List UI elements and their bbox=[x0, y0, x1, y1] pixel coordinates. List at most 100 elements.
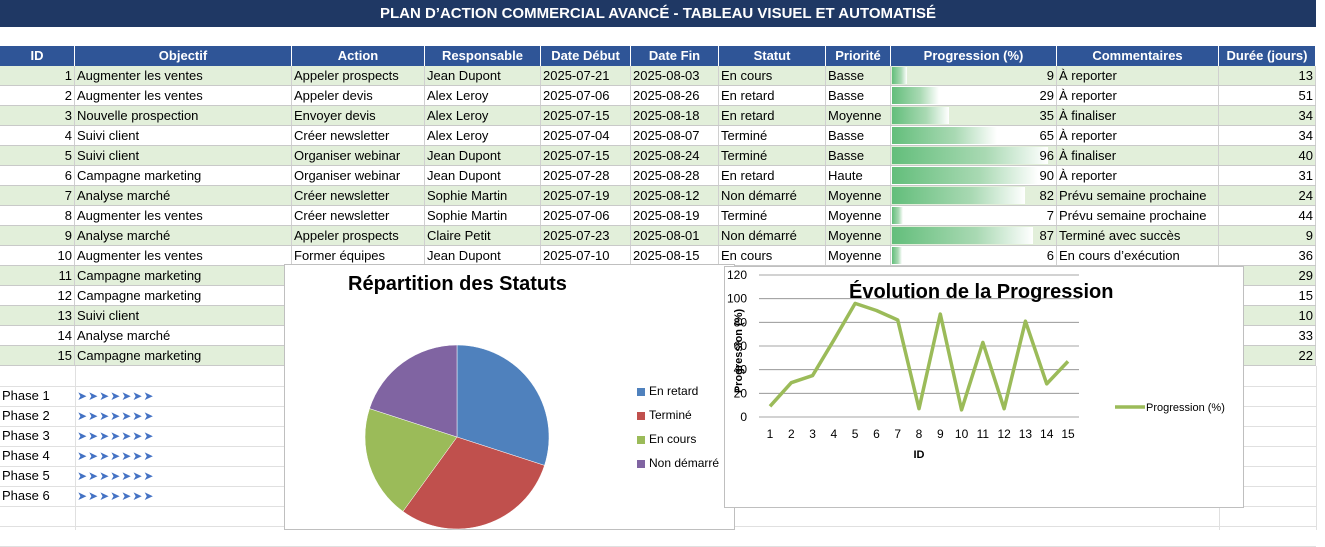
phase-row[interactable]: Phase 4 ➤➤➤➤➤➤➤ bbox=[0, 446, 290, 466]
cell-progression[interactable]: 9 bbox=[891, 66, 1057, 85]
cell-fin[interactable]: 2025-08-15 bbox=[631, 246, 719, 265]
cell-priorite[interactable]: Moyenne bbox=[826, 206, 891, 225]
table-row[interactable]: 1 Augmenter les ventes Appeler prospects Je… bbox=[0, 66, 1316, 86]
cell-commentaire[interactable]: Prévu semaine prochaine bbox=[1057, 206, 1219, 225]
cell-id[interactable]: 13 bbox=[0, 306, 75, 325]
cell-statut[interactable]: Non démarré bbox=[719, 226, 826, 245]
cell-responsable[interactable]: Alex Leroy bbox=[425, 86, 541, 105]
table-row[interactable]: 4 Suivi client Créer newsletter Alex Leroy 2… bbox=[0, 126, 1316, 146]
cell-duree[interactable]: 51 bbox=[1219, 86, 1316, 105]
cell-objectif[interactable]: Augmenter les ventes bbox=[75, 206, 292, 225]
cell-responsable[interactable]: Sophie Martin bbox=[425, 206, 541, 225]
cell-duree[interactable]: 44 bbox=[1219, 206, 1316, 225]
phase-row[interactable]: Phase 6 ➤➤➤➤➤➤➤ bbox=[0, 486, 290, 506]
cell-progression[interactable]: 65 bbox=[891, 126, 1057, 145]
cell-fin[interactable]: 2025-08-18 bbox=[631, 106, 719, 125]
column-header[interactable]: Objectif bbox=[75, 46, 292, 66]
cell-fin[interactable]: 2025-08-24 bbox=[631, 146, 719, 165]
cell-responsable[interactable]: Claire Petit bbox=[425, 226, 541, 245]
cell-action[interactable]: Organiser webinar bbox=[292, 166, 425, 185]
cell-id[interactable]: 3 bbox=[0, 106, 75, 125]
table-row[interactable]: 8 Augmenter les ventes Créer newsletter Sop… bbox=[0, 206, 1316, 226]
cell-id[interactable]: 15 bbox=[0, 346, 75, 365]
cell-objectif[interactable]: Augmenter les ventes bbox=[75, 86, 292, 105]
cell-duree[interactable]: 29 bbox=[1219, 266, 1316, 285]
cell-objectif[interactable]: Campagne marketing bbox=[75, 166, 292, 185]
cell-debut[interactable]: 2025-07-10 bbox=[541, 246, 631, 265]
cell-priorite[interactable]: Moyenne bbox=[826, 106, 891, 125]
column-header[interactable]: Responsable bbox=[425, 46, 541, 66]
cell-id[interactable]: 8 bbox=[0, 206, 75, 225]
cell-progression[interactable]: 90 bbox=[891, 166, 1057, 185]
cell-duree[interactable]: 22 bbox=[1219, 346, 1316, 365]
cell-commentaire[interactable]: À reporter bbox=[1057, 126, 1219, 145]
cell-objectif[interactable]: Suivi client bbox=[75, 146, 292, 165]
cell-priorite[interactable]: Basse bbox=[826, 146, 891, 165]
cell-id[interactable]: 12 bbox=[0, 286, 75, 305]
cell-id[interactable]: 10 bbox=[0, 246, 75, 265]
cell-debut[interactable]: 2025-07-23 bbox=[541, 226, 631, 245]
cell-objectif[interactable]: Campagne marketing bbox=[75, 286, 292, 305]
cell-objectif[interactable]: Campagne marketing bbox=[75, 266, 292, 285]
cell-priorite[interactable]: Moyenne bbox=[826, 246, 891, 265]
cell-duree[interactable]: 36 bbox=[1219, 246, 1316, 265]
column-header[interactable]: Date Début bbox=[541, 46, 631, 66]
table-row[interactable]: 6 Campagne marketing Organiser webinar Jean… bbox=[0, 166, 1316, 186]
cell-commentaire[interactable]: Terminé avec succès bbox=[1057, 226, 1219, 245]
cell-responsable[interactable]: Alex Leroy bbox=[425, 126, 541, 145]
cell-commentaire[interactable]: À reporter bbox=[1057, 86, 1219, 105]
cell-progression[interactable]: 96 bbox=[891, 146, 1057, 165]
column-header[interactable]: Commentaires bbox=[1057, 46, 1219, 66]
cell-statut[interactable]: Non démarré bbox=[719, 186, 826, 205]
cell-action[interactable]: Appeler prospects bbox=[292, 226, 425, 245]
cell-responsable[interactable]: Jean Dupont bbox=[425, 66, 541, 85]
cell-progression[interactable]: 87 bbox=[891, 226, 1057, 245]
cell-duree[interactable]: 33 bbox=[1219, 326, 1316, 345]
cell-statut[interactable]: En retard bbox=[719, 86, 826, 105]
cell-fin[interactable]: 2025-08-07 bbox=[631, 126, 719, 145]
table-row[interactable]: 5 Suivi client Organiser webinar Jean Dupon… bbox=[0, 146, 1316, 166]
cell-objectif[interactable]: Campagne marketing bbox=[75, 346, 292, 365]
cell-commentaire[interactable]: À finaliser bbox=[1057, 106, 1219, 125]
cell-action[interactable]: Appeler devis bbox=[292, 86, 425, 105]
cell-progression[interactable]: 6 bbox=[891, 246, 1057, 265]
cell-objectif[interactable]: Analyse marché bbox=[75, 326, 292, 345]
cell-id[interactable]: 6 bbox=[0, 166, 75, 185]
cell-fin[interactable]: 2025-08-03 bbox=[631, 66, 719, 85]
cell-progression[interactable]: 29 bbox=[891, 86, 1057, 105]
pie-slice[interactable] bbox=[456, 344, 550, 466]
cell-responsable[interactable]: Jean Dupont bbox=[425, 166, 541, 185]
cell-id[interactable]: 1 bbox=[0, 66, 75, 85]
cell-debut[interactable]: 2025-07-15 bbox=[541, 106, 631, 125]
cell-objectif[interactable]: Analyse marché bbox=[75, 186, 292, 205]
cell-debut[interactable]: 2025-07-06 bbox=[541, 86, 631, 105]
cell-debut[interactable]: 2025-07-06 bbox=[541, 206, 631, 225]
pie-slice[interactable] bbox=[369, 344, 458, 438]
progress-line-chart[interactable]: 0 20 40 60 80 100 120 1 2 3 4 5 6 7 8 9 10 11 12 13 14 15 ID Pr… bbox=[724, 266, 1244, 508]
cell-responsable[interactable]: Jean Dupont bbox=[425, 146, 541, 165]
cell-debut[interactable]: 2025-07-28 bbox=[541, 166, 631, 185]
cell-priorite[interactable]: Moyenne bbox=[826, 186, 891, 205]
cell-duree[interactable]: 31 bbox=[1219, 166, 1316, 185]
cell-duree[interactable]: 13 bbox=[1219, 66, 1316, 85]
cell-progression[interactable]: 82 bbox=[891, 186, 1057, 205]
cell-commentaire[interactable]: À finaliser bbox=[1057, 146, 1219, 165]
phase-row[interactable]: Phase 1 ➤➤➤➤➤➤➤ bbox=[0, 386, 290, 406]
cell-progression[interactable]: 7 bbox=[891, 206, 1057, 225]
cell-debut[interactable]: 2025-07-04 bbox=[541, 126, 631, 145]
cell-id[interactable]: 7 bbox=[0, 186, 75, 205]
cell-objectif[interactable]: Augmenter les ventes bbox=[75, 66, 292, 85]
cell-duree[interactable]: 34 bbox=[1219, 126, 1316, 145]
cell-action[interactable]: Former équipes bbox=[292, 246, 425, 265]
phase-row[interactable]: Phase 2 ➤➤➤➤➤➤➤ bbox=[0, 406, 290, 426]
cell-duree[interactable]: 15 bbox=[1219, 286, 1316, 305]
cell-priorite[interactable]: Basse bbox=[826, 66, 891, 85]
cell-responsable[interactable]: Jean Dupont bbox=[425, 246, 541, 265]
cell-id[interactable]: 14 bbox=[0, 326, 75, 345]
cell-priorite[interactable]: Haute bbox=[826, 166, 891, 185]
cell-objectif[interactable]: Suivi client bbox=[75, 306, 292, 325]
column-header[interactable]: Action bbox=[292, 46, 425, 66]
cell-priorite[interactable]: Basse bbox=[826, 126, 891, 145]
cell-progression[interactable]: 35 bbox=[891, 106, 1057, 125]
cell-id[interactable]: 2 bbox=[0, 86, 75, 105]
